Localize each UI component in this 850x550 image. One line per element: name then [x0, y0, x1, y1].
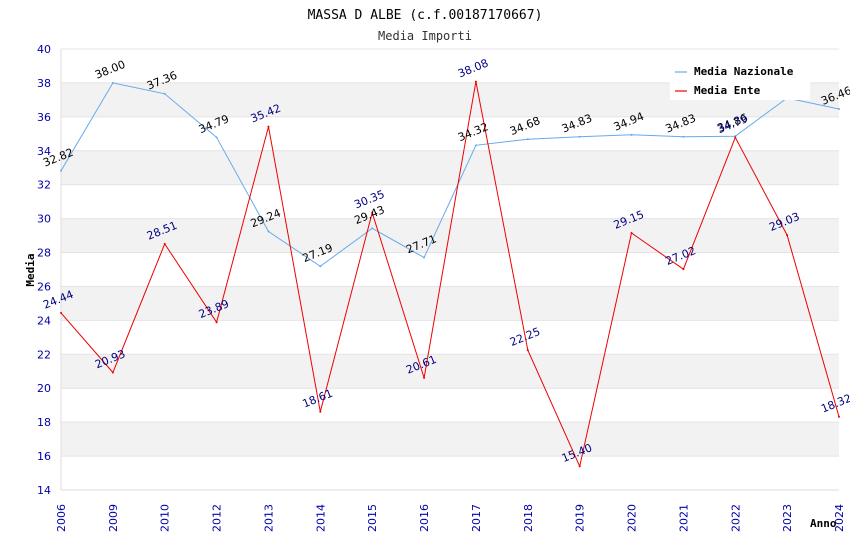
- y-tick-label: 14: [37, 484, 51, 497]
- data-point: [215, 321, 218, 324]
- data-point: [215, 136, 218, 139]
- data-point: [682, 135, 685, 138]
- data-point: [371, 227, 374, 230]
- chart-subtitle: Media Importi: [378, 29, 472, 43]
- data-point: [60, 311, 62, 314]
- data-point: [474, 144, 477, 147]
- data-point: [111, 371, 114, 374]
- y-tick-label: 40: [37, 43, 51, 56]
- plot-band: [61, 456, 839, 490]
- data-point: [423, 256, 426, 259]
- plot-band: [61, 116, 839, 151]
- x-tick-label: 2010: [159, 504, 172, 532]
- x-tick-label: 2020: [626, 504, 639, 532]
- data-point: [267, 230, 270, 233]
- legend: Media Nazionale Media Ente: [670, 58, 810, 100]
- y-tick-label: 38: [37, 77, 51, 90]
- data-point: [734, 136, 737, 139]
- x-tick-label: 2006: [55, 504, 68, 532]
- legend-box: [670, 58, 810, 100]
- x-tick-label: 2015: [366, 504, 379, 532]
- legend-label-media-nazionale: Media Nazionale: [694, 65, 794, 78]
- y-axis-label: Media: [24, 253, 37, 286]
- y-tick-label: 36: [37, 111, 51, 124]
- x-tick-label: 2012: [211, 504, 224, 532]
- x-tick-label: 2023: [781, 504, 794, 532]
- x-tick-label: 2021: [677, 504, 690, 532]
- data-point: [630, 232, 633, 235]
- x-tick-label: 2014: [314, 504, 327, 532]
- data-point: [526, 138, 529, 141]
- y-tick-label: 16: [37, 450, 51, 463]
- x-tick-label: 2024: [833, 504, 846, 532]
- x-tick-label: 2022: [729, 504, 742, 532]
- y-tick-label: 22: [37, 348, 51, 361]
- y-tick-label: 18: [37, 416, 51, 429]
- x-tick-label: 2009: [107, 504, 120, 532]
- x-tick-label: 2017: [470, 504, 483, 532]
- series-lines: [60, 80, 840, 468]
- data-point: [163, 242, 166, 245]
- x-tick-label: 2016: [418, 504, 431, 532]
- data-point: [786, 234, 789, 237]
- plot-band: [61, 354, 839, 389]
- data-point: [838, 108, 840, 111]
- plot-band: [61, 218, 839, 253]
- series-line-media-nazionale: [60, 82, 840, 267]
- y-tick-label: 20: [37, 382, 51, 395]
- x-tick-label: 2018: [522, 504, 535, 532]
- data-point: [371, 211, 374, 214]
- x-axis-ticks: 2006 2009 2010 2012 2013 2014 2015 2016 2017 2018…: [55, 504, 846, 532]
- data-point: [682, 268, 685, 271]
- plot-band: [61, 388, 839, 423]
- x-axis-label: Anno: [810, 517, 837, 530]
- data-point: [578, 135, 581, 138]
- data-point: [163, 92, 166, 95]
- gridlines: [60, 48, 839, 491]
- data-point: [474, 80, 477, 83]
- plot-band: [61, 286, 839, 321]
- y-tick-label: 30: [37, 213, 51, 226]
- x-tick-label: 2013: [262, 504, 275, 532]
- data-point: [526, 349, 529, 352]
- data-point: [60, 169, 62, 172]
- chart-title: MASSA D ALBE (c.f.00187170667): [308, 8, 543, 23]
- plot-band: [61, 150, 839, 185]
- y-tick-label: 26: [37, 280, 51, 293]
- y-tick-label: 24: [37, 314, 51, 327]
- data-point: [423, 376, 426, 379]
- y-tick-label: 32: [37, 179, 51, 192]
- y-tick-label: 34: [37, 145, 51, 158]
- plot-band: [61, 422, 839, 457]
- y-axis-ticks: 14 16 18 20 22 24 26 28 30 32 34 36 38 40: [37, 43, 51, 497]
- plot-bands: [61, 49, 839, 490]
- legend-label-media-ente: Media Ente: [694, 84, 761, 97]
- data-point: [319, 410, 322, 413]
- data-point: [578, 465, 581, 468]
- plot-band: [61, 252, 839, 287]
- data-point: [319, 265, 322, 268]
- data-point: [267, 125, 270, 128]
- data-point: [838, 415, 840, 418]
- plot-band: [61, 320, 839, 355]
- data-point: [630, 133, 633, 136]
- series-line-media-ente: [60, 81, 840, 468]
- y-tick-label: 28: [37, 247, 51, 260]
- data-point: [111, 81, 114, 84]
- x-tick-label: 2019: [574, 504, 587, 532]
